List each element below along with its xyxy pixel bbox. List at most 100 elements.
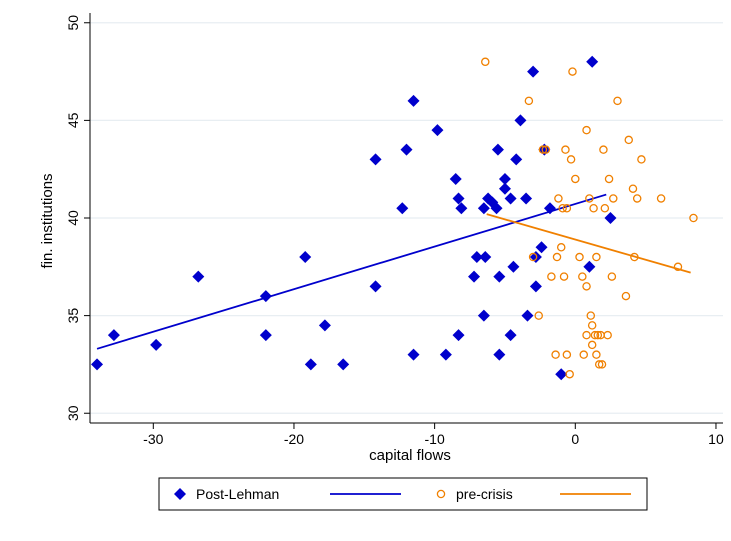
pre-crisis-point	[637, 155, 646, 164]
fit-line-1	[96, 193, 607, 350]
post-lehman-point	[439, 348, 452, 361]
pre-crisis-point	[587, 340, 597, 350]
y-axis-title: fin. institutions	[39, 173, 56, 268]
gridlines	[90, 22, 723, 414]
pre-crisis-point	[568, 67, 577, 76]
post-lehman-point	[493, 270, 506, 283]
pre-crisis-point	[554, 194, 563, 203]
pre-crisis-point	[621, 291, 631, 301]
pre-crisis-point	[562, 350, 572, 359]
pre-crisis-point	[597, 360, 607, 369]
post-lehman-point	[586, 55, 599, 68]
post-lehman-point	[431, 124, 444, 137]
pre-crisis-point	[656, 194, 666, 203]
pre-crisis-point	[524, 96, 534, 106]
post-lehman-point	[527, 65, 540, 78]
pre-crisis-point	[566, 155, 576, 164]
pre-crisis-point	[561, 145, 570, 154]
pre-crisis-point	[556, 243, 566, 252]
pre-crisis-point	[673, 262, 683, 272]
fit-lines	[96, 193, 691, 350]
post-lehman-point	[470, 251, 483, 264]
post-lehman-point	[107, 329, 120, 342]
pre-crisis-point	[594, 360, 604, 369]
post-lehman-point	[520, 192, 533, 205]
post-lehman-point	[543, 202, 556, 215]
pre-crisis-point	[689, 213, 698, 223]
post-lehman-point	[477, 309, 490, 322]
post-lehman-point	[455, 202, 468, 215]
pre-crisis-point	[609, 194, 618, 203]
y-tick-label: 45	[65, 112, 81, 128]
post-lehman-point	[400, 143, 413, 156]
axes: 30 35 40 45 50 -30 -20 -10 0 10	[65, 13, 724, 447]
post-lehman-point	[510, 153, 523, 166]
pre-crisis-point	[578, 272, 587, 281]
post-lehman-point	[369, 280, 382, 293]
y-tick-label: 40	[65, 210, 81, 226]
post-lehman-point	[259, 329, 272, 342]
pre-crisis-point	[590, 330, 600, 340]
legend-marker-pre-crisis	[436, 489, 446, 499]
post-lehman-point	[498, 182, 511, 195]
post-lehman-point	[490, 202, 503, 215]
post-lehman-point	[91, 358, 104, 371]
pre-crisis-point	[582, 125, 591, 135]
pre-crisis-point	[538, 145, 548, 154]
post-lehman-point	[407, 94, 420, 107]
pre-crisis-point	[541, 145, 551, 154]
pre-crisis-point	[592, 252, 601, 262]
x-tick-label: -30	[143, 431, 163, 447]
pre-crisis-point	[534, 311, 543, 320]
pre-crisis-point	[600, 203, 610, 213]
post-lehman-point	[477, 202, 490, 215]
post-lehman-point	[491, 143, 504, 156]
post-lehman-point	[452, 192, 465, 205]
x-tick-label: 0	[571, 431, 579, 447]
legend-box	[158, 477, 648, 511]
post-lehman-point	[337, 358, 350, 371]
pre-crisis-point	[599, 145, 608, 154]
x-tick-label: -10	[425, 431, 445, 447]
pre-crisis-point	[565, 369, 574, 379]
pre-crisis-point	[579, 350, 588, 359]
pre-crisis-point	[589, 203, 598, 213]
pre-crisis-point	[552, 252, 562, 262]
post-lehman-point	[514, 114, 527, 127]
post-lehman-point	[369, 153, 382, 166]
legend-marker-post-lehman	[174, 488, 186, 500]
x-axis-title: capital flows	[369, 447, 451, 464]
post-lehman-point	[535, 241, 548, 254]
post-lehman-point	[507, 260, 520, 273]
post-lehman-point	[396, 202, 409, 215]
post-lehman-point	[304, 358, 317, 371]
post-lehman-point	[521, 309, 534, 322]
pre-crisis-point	[559, 272, 569, 281]
post-lehman-point	[555, 368, 568, 381]
pre-crisis-point	[603, 330, 612, 340]
pre-crisis-point	[607, 272, 617, 281]
pre-crisis-point	[582, 330, 591, 340]
post-lehman-point	[299, 251, 312, 264]
pre-crisis-point	[586, 311, 596, 320]
pre-crisis-point	[547, 272, 556, 281]
pre-crisis-point	[587, 321, 597, 330]
post-lehman-point	[604, 212, 617, 224]
post-lehman-point	[449, 172, 462, 185]
post-lehman-point	[493, 348, 506, 361]
post-lehman-point	[504, 192, 517, 205]
post-lehman-point	[498, 172, 511, 185]
post-lehman-point	[150, 338, 163, 351]
pre-crisis-point	[558, 203, 567, 213]
pre-crisis-point	[592, 350, 601, 359]
pre-crisis-point	[481, 57, 490, 67]
y-tick-label: 30	[65, 405, 81, 421]
pre-crisis-point	[604, 174, 614, 184]
pre-crisis-point	[571, 174, 580, 184]
fit-line-3	[486, 213, 691, 274]
legend-label-pre-crisis: pre-crisis	[456, 486, 513, 502]
post-lehman-point	[504, 329, 517, 342]
pre-crisis-point	[613, 96, 622, 106]
